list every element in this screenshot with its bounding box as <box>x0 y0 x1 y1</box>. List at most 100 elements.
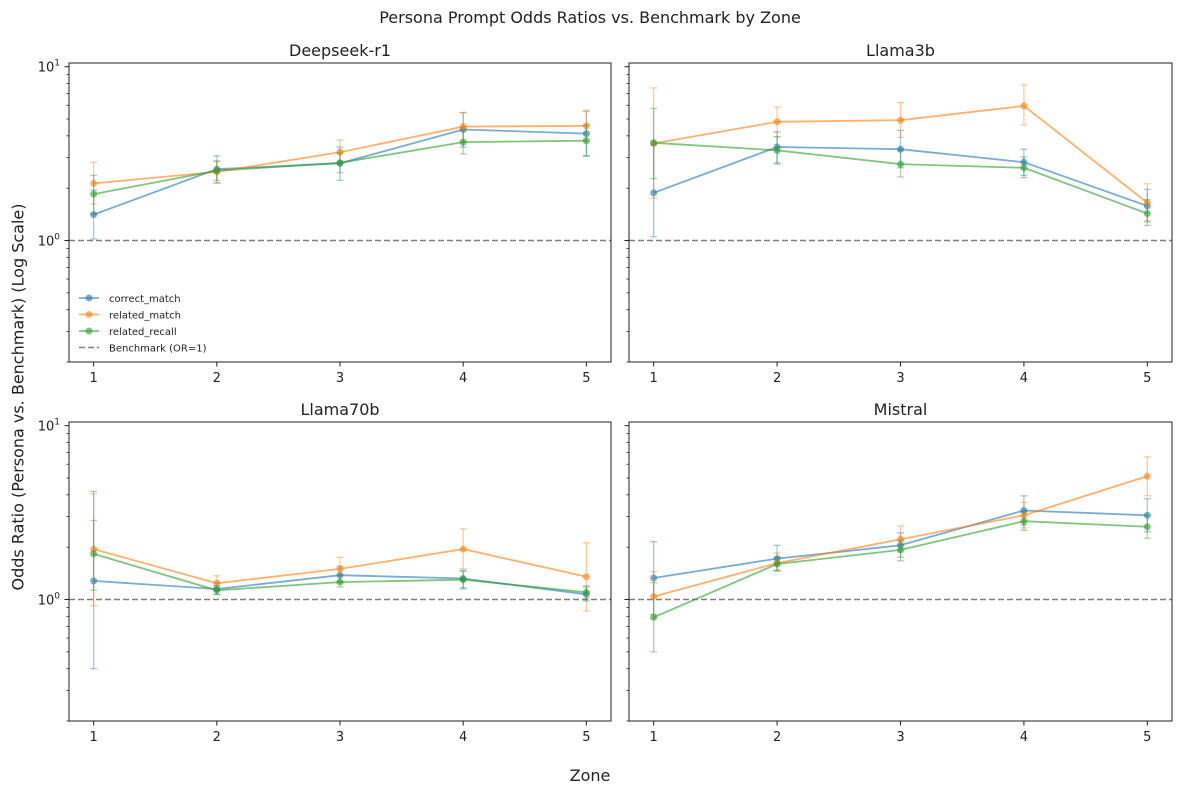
x-tick-label: 3 <box>896 730 904 745</box>
subplot-deepseek-r1: Deepseek-r1 100 101 1 2 3 4 5 correct_matchrelat… <box>38 41 612 386</box>
x-tick-label: 2 <box>213 730 221 745</box>
data-point <box>1020 517 1028 525</box>
subplot-llama70b: Llama70b 100 101 1 2 3 4 5 <box>38 400 612 745</box>
plot-frame <box>628 62 1173 363</box>
data-point <box>336 571 344 579</box>
data-point <box>1020 164 1028 172</box>
data-point <box>897 145 904 153</box>
data-point <box>90 211 98 219</box>
data-point <box>1143 511 1151 519</box>
data-point <box>90 545 98 553</box>
data-point <box>336 148 344 156</box>
series-related-match <box>90 493 590 612</box>
data-point <box>213 586 221 594</box>
data-point <box>1020 507 1028 515</box>
data-point <box>459 123 467 131</box>
data-point <box>213 579 221 587</box>
subplot-title: Deepseek-r1 <box>289 41 391 60</box>
x-tick-label: 2 <box>773 730 781 745</box>
legend-marker <box>85 311 93 318</box>
x-tick-label: 1 <box>89 371 97 386</box>
legend-marker <box>85 294 93 302</box>
subplot-title: Llama3b <box>866 41 935 60</box>
data-point <box>459 138 467 146</box>
data-point <box>1020 102 1028 110</box>
data-point <box>897 160 904 168</box>
series-related-recall <box>90 124 590 215</box>
series-related-recall <box>650 511 1151 653</box>
subplot-title: Llama70b <box>300 400 379 419</box>
data-point <box>1143 472 1151 480</box>
data-point <box>582 130 590 138</box>
data-point <box>582 122 590 130</box>
y-axis-label: Odds Ratio (Persona vs. Benchmark) (Log … <box>8 203 28 591</box>
data-point <box>1143 210 1151 218</box>
data-point <box>1020 511 1028 519</box>
x-axis-label: Zone <box>569 766 611 785</box>
legend-marker <box>85 327 93 335</box>
x-tick-label: 4 <box>459 730 467 745</box>
legend-label: correct_match <box>109 294 181 305</box>
data-point <box>336 565 344 573</box>
data-point <box>459 576 467 584</box>
legend-label: related_recall <box>109 327 177 338</box>
data-point <box>1020 158 1028 166</box>
data-point <box>1143 523 1151 531</box>
legend: correct_match related_match related_recall… <box>79 294 207 355</box>
data-point <box>90 577 98 585</box>
data-point <box>213 167 221 175</box>
data-point <box>773 118 781 126</box>
y-tick-label: 100 <box>38 592 61 609</box>
data-point <box>650 139 658 147</box>
x-tick-label: 5 <box>582 730 590 745</box>
data-point <box>650 574 658 582</box>
x-tick-label: 5 <box>1143 371 1151 386</box>
x-tick-label: 4 <box>1020 730 1028 745</box>
data-point <box>897 535 904 543</box>
data-point <box>897 546 904 554</box>
x-tick-label: 3 <box>336 730 344 745</box>
x-tick-label: 5 <box>582 371 590 386</box>
data-point <box>897 116 904 124</box>
x-tick-label: 4 <box>459 371 467 386</box>
data-point <box>650 189 658 197</box>
data-point <box>336 578 344 586</box>
subplot-mistral: Mistral 1 2 3 4 5 <box>624 400 1173 745</box>
x-tick-label: 2 <box>213 371 221 386</box>
figure-title: Persona Prompt Odds Ratios vs. Benchmark… <box>379 8 801 27</box>
x-tick-label: 3 <box>336 371 344 386</box>
data-point <box>582 588 590 596</box>
x-tick-label: 4 <box>1020 371 1028 386</box>
plot-frame <box>68 421 612 722</box>
data-point <box>650 613 658 621</box>
data-point <box>582 137 590 145</box>
series-related-match <box>650 456 1151 619</box>
legend-label: Benchmark (OR=1) <box>109 344 207 355</box>
subplot-llama3b: Llama3b 1 2 3 4 5 <box>624 41 1173 386</box>
y-tick-label: 100 <box>38 233 61 250</box>
y-tick-label: 101 <box>38 59 60 76</box>
y-tick-label: 101 <box>38 418 60 435</box>
series-correct-match <box>90 110 590 240</box>
data-point <box>582 573 590 581</box>
data-point <box>90 179 98 187</box>
series-related-recall <box>90 519 590 600</box>
x-tick-label: 1 <box>650 730 658 745</box>
data-point <box>336 159 344 167</box>
x-tick-label: 2 <box>773 371 781 386</box>
series-correct-match <box>650 495 1151 616</box>
x-tick-label: 5 <box>1143 730 1151 745</box>
data-point <box>90 190 98 198</box>
legend-label: related_match <box>109 311 181 322</box>
subplot-title: Mistral <box>874 400 928 419</box>
data-point <box>1143 199 1151 207</box>
data-point <box>90 550 98 558</box>
x-tick-label: 3 <box>896 371 904 386</box>
x-tick-label: 1 <box>89 730 97 745</box>
series-related-match <box>650 84 1151 222</box>
data-point <box>773 560 781 568</box>
data-point <box>773 146 781 154</box>
plot-frame <box>68 62 612 363</box>
data-point <box>459 545 467 553</box>
